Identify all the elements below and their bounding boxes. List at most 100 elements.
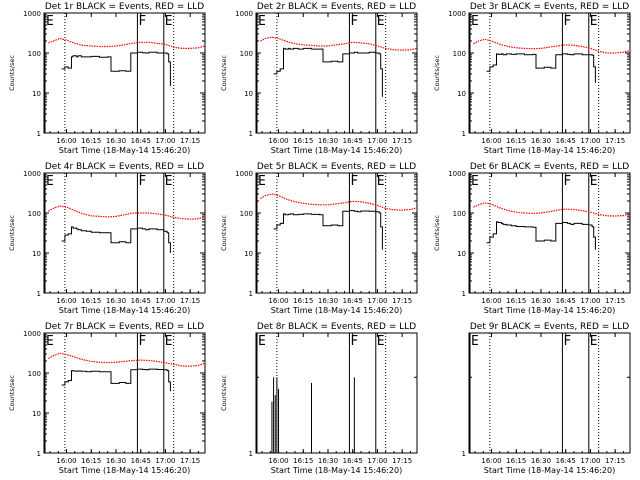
x-tick-label: 16:00 bbox=[56, 297, 76, 305]
x-tick-label: 17:00 bbox=[367, 297, 387, 305]
x-tick-label: 16:30 bbox=[318, 137, 338, 145]
lld-series-line bbox=[48, 205, 206, 220]
y-tick-label: 1000 bbox=[23, 10, 41, 18]
x-tick-label: 17:15 bbox=[392, 457, 412, 465]
x-tick-label: 16:30 bbox=[531, 297, 551, 305]
y-tick-label: 10 bbox=[457, 250, 466, 258]
y-tick-label: 1 bbox=[462, 130, 466, 138]
x-tick-label: 16:30 bbox=[318, 297, 338, 305]
panel-3: Det 3r BLACK = Events, RED = LLD Start Ti… bbox=[433, 2, 631, 155]
y-axis-label: Counts/sec bbox=[433, 215, 441, 251]
chart-title: Det 1r BLACK = Events, RED = LLD bbox=[45, 2, 204, 12]
y-tick-label: 1 bbox=[37, 290, 41, 298]
lld-series-line bbox=[260, 36, 418, 51]
x-tick-label: 16:00 bbox=[268, 297, 288, 305]
y-axis-label: Counts/sec bbox=[8, 215, 16, 251]
marker-label: E bbox=[258, 174, 266, 189]
x-tick-label: 16:15 bbox=[293, 297, 313, 305]
events-series-line bbox=[486, 221, 596, 250]
lld-series-line bbox=[48, 352, 206, 367]
y-axis-label: Counts/sec bbox=[433, 55, 441, 91]
x-tick-label: 17:00 bbox=[155, 137, 175, 145]
y-axis-label: Counts/sec bbox=[220, 55, 228, 91]
x-tick-label: 17:00 bbox=[367, 457, 387, 465]
x-tick-label: 16:15 bbox=[81, 297, 101, 305]
y-tick-label: 1 bbox=[37, 130, 41, 138]
x-tick-label: 17:00 bbox=[155, 457, 175, 465]
marker-label: F bbox=[350, 14, 358, 29]
x-tick-label: 16:00 bbox=[481, 297, 501, 305]
x-axis-label: Start Time (18-May-14 15:46:20) bbox=[271, 146, 402, 155]
y-tick-label: 10 bbox=[32, 250, 41, 258]
x-tick-label: 16:15 bbox=[506, 297, 526, 305]
panel-4: Det 4r BLACK = Events, RED = LLD Start Ti… bbox=[8, 162, 206, 315]
x-tick-label: 16:30 bbox=[106, 297, 126, 305]
x-axis-label: Start Time (18-May-14 15:46:20) bbox=[59, 146, 190, 155]
plot-frame bbox=[43, 12, 206, 134]
chart-title: Det 8r BLACK = Events, RED = LLD bbox=[257, 322, 416, 332]
x-tick-label: 16:30 bbox=[106, 137, 126, 145]
marker-label: E bbox=[471, 14, 479, 29]
panel-7: Det 7r BLACK = Events, RED = LLD Start Ti… bbox=[8, 322, 206, 475]
x-tick-label: 17:00 bbox=[580, 457, 600, 465]
x-tick-label: 16:45 bbox=[556, 457, 576, 465]
plot-frame bbox=[255, 172, 418, 294]
y-tick-label: 100 bbox=[28, 210, 41, 218]
x-tick-label: 17:15 bbox=[392, 297, 412, 305]
x-tick-label: 16:00 bbox=[481, 457, 501, 465]
panel-2: Det 2r BLACK = Events, RED = LLD Start Ti… bbox=[220, 2, 418, 155]
marker-label: E bbox=[471, 334, 479, 349]
panel-9: Det 9r BLACK = Events, RED = LLD Start Ti… bbox=[462, 322, 631, 475]
events-series-line bbox=[486, 53, 596, 83]
x-tick-label: 16:45 bbox=[556, 297, 576, 305]
x-axis-label: Start Time (18-May-14 15:46:20) bbox=[59, 306, 190, 315]
y-tick-label: 1000 bbox=[448, 10, 466, 18]
x-axis-label: Start Time (18-May-14 15:46:20) bbox=[271, 306, 402, 315]
events-series-line bbox=[61, 368, 171, 392]
x-tick-label: 17:00 bbox=[580, 137, 600, 145]
marker-label: F bbox=[563, 174, 571, 189]
x-tick-label: 16:45 bbox=[343, 457, 363, 465]
x-tick-label: 16:45 bbox=[131, 297, 151, 305]
x-tick-label: 16:45 bbox=[343, 137, 363, 145]
marker-label: E bbox=[590, 174, 598, 189]
chart-title: Det 6r BLACK = Events, RED = LLD bbox=[470, 162, 629, 172]
marker-label: E bbox=[165, 14, 173, 29]
x-tick-label: 16:00 bbox=[481, 137, 501, 145]
panel-5: Det 5r BLACK = Events, RED = LLD Start Ti… bbox=[220, 162, 418, 315]
marker-label: F bbox=[138, 334, 146, 349]
x-tick-label: 16:45 bbox=[556, 137, 576, 145]
x-tick-label: 17:15 bbox=[180, 457, 200, 465]
marker-label: F bbox=[563, 14, 571, 29]
y-tick-label: 1000 bbox=[23, 330, 41, 338]
x-tick-label: 16:45 bbox=[131, 457, 151, 465]
x-tick-label: 16:30 bbox=[531, 457, 551, 465]
y-tick-label: 1 bbox=[249, 450, 253, 458]
x-tick-label: 16:30 bbox=[531, 137, 551, 145]
y-tick-label: 1 bbox=[249, 130, 253, 138]
y-tick-label: 100 bbox=[28, 370, 41, 378]
x-tick-label: 16:00 bbox=[268, 457, 288, 465]
x-tick-label: 16:45 bbox=[343, 297, 363, 305]
x-tick-label: 17:15 bbox=[180, 297, 200, 305]
x-tick-label: 16:00 bbox=[56, 457, 76, 465]
panel-1: Det 1r BLACK = Events, RED = LLD Start Ti… bbox=[8, 2, 206, 155]
y-tick-label: 100 bbox=[453, 210, 466, 218]
marker-label: F bbox=[350, 174, 358, 189]
y-axis-label: Counts/sec bbox=[8, 375, 16, 411]
marker-label: E bbox=[46, 14, 54, 29]
marker-label: E bbox=[377, 334, 385, 349]
chart-title: Det 9r BLACK = Events, RED = LLD bbox=[470, 322, 629, 332]
y-tick-label: 100 bbox=[453, 50, 466, 58]
x-axis-label: Start Time (18-May-14 15:46:20) bbox=[484, 466, 615, 475]
marker-label: E bbox=[377, 174, 385, 189]
lld-series-line bbox=[260, 193, 418, 211]
chart-title: Det 5r BLACK = Events, RED = LLD bbox=[257, 162, 416, 172]
x-tick-label: 16:15 bbox=[506, 137, 526, 145]
marker-label: E bbox=[258, 334, 266, 349]
x-tick-label: 16:15 bbox=[293, 137, 313, 145]
x-tick-label: 17:15 bbox=[605, 297, 625, 305]
events-series-line bbox=[273, 47, 383, 97]
y-tick-label: 1000 bbox=[235, 10, 253, 18]
